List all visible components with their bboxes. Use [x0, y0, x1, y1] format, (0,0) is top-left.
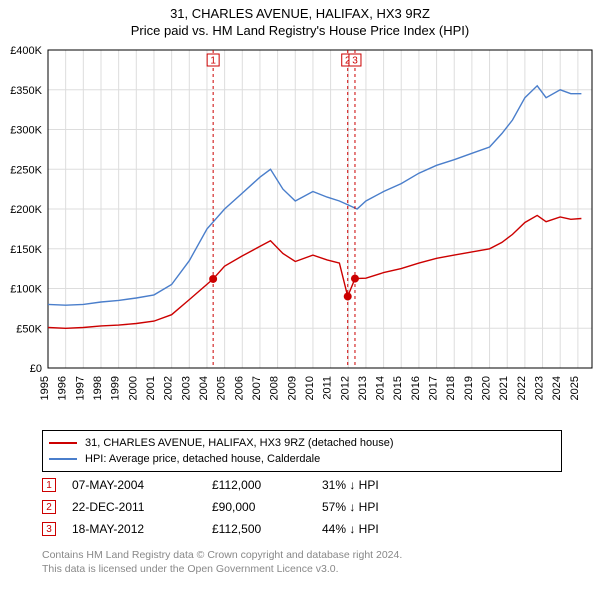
- table-row: 3 18-MAY-2012 £112,500 44% ↓ HPI: [42, 518, 562, 540]
- table-row: 2 22-DEC-2011 £90,000 57% ↓ HPI: [42, 496, 562, 518]
- svg-text:2012: 2012: [339, 376, 351, 400]
- svg-text:1997: 1997: [74, 376, 86, 400]
- svg-text:2024: 2024: [551, 376, 563, 400]
- svg-text:1999: 1999: [110, 376, 122, 400]
- transaction-price: £112,000: [212, 478, 322, 492]
- svg-text:1998: 1998: [92, 376, 104, 400]
- svg-text:2009: 2009: [286, 376, 298, 400]
- legend-swatch: [49, 442, 77, 444]
- transaction-date: 07-MAY-2004: [72, 478, 212, 492]
- legend-swatch: [49, 458, 77, 460]
- svg-text:£350K: £350K: [10, 85, 42, 97]
- footer-line-2: This data is licensed under the Open Gov…: [42, 562, 402, 576]
- footer-line-1: Contains HM Land Registry data © Crown c…: [42, 548, 402, 562]
- line-chart-svg: £0 £50K £100K £150K £200K £250K £300K £350K £400…: [0, 44, 600, 420]
- table-row: 1 07-MAY-2004 £112,000 31% ↓ HPI: [42, 474, 562, 496]
- svg-text:2010: 2010: [304, 376, 316, 400]
- transaction-pct: 31% ↓ HPI: [322, 478, 442, 492]
- svg-text:2017: 2017: [428, 376, 440, 400]
- legend-label: HPI: Average price, detached house, Cald…: [85, 453, 320, 465]
- svg-text:2023: 2023: [534, 376, 546, 400]
- transaction-price: £90,000: [212, 500, 322, 514]
- svg-text:2022: 2022: [516, 376, 528, 400]
- svg-text:£200K: £200K: [10, 204, 42, 216]
- svg-text:£400K: £400K: [10, 45, 42, 57]
- svg-text:2015: 2015: [392, 376, 404, 400]
- svg-text:£100K: £100K: [10, 284, 42, 296]
- svg-text:£50K: £50K: [16, 323, 42, 335]
- svg-text:2016: 2016: [410, 376, 422, 400]
- svg-text:2005: 2005: [216, 376, 228, 400]
- svg-text:2018: 2018: [445, 376, 457, 400]
- svg-text:2004: 2004: [198, 376, 210, 400]
- title-line-1: 31, CHARLES AVENUE, HALIFAX, HX3 9RZ: [0, 6, 600, 21]
- svg-text:2003: 2003: [180, 376, 192, 400]
- transaction-marker-icon: 2: [42, 500, 56, 514]
- legend-item: HPI: Average price, detached house, Cald…: [49, 451, 555, 467]
- svg-text:2006: 2006: [233, 376, 245, 400]
- svg-text:£150K: £150K: [10, 244, 42, 256]
- svg-text:2007: 2007: [251, 376, 263, 400]
- footer-attribution: Contains HM Land Registry data © Crown c…: [42, 548, 402, 576]
- transaction-pct: 44% ↓ HPI: [322, 522, 442, 536]
- svg-text:2002: 2002: [163, 376, 175, 400]
- svg-text:3: 3: [352, 56, 358, 67]
- svg-text:£0: £0: [30, 363, 42, 375]
- svg-text:2014: 2014: [375, 376, 387, 400]
- svg-text:2025: 2025: [569, 376, 581, 400]
- legend-item: 31, CHARLES AVENUE, HALIFAX, HX3 9RZ (de…: [49, 435, 555, 451]
- chart-title-block: 31, CHARLES AVENUE, HALIFAX, HX3 9RZ Pri…: [0, 0, 600, 38]
- transaction-table: 1 07-MAY-2004 £112,000 31% ↓ HPI 2 22-DE…: [42, 474, 562, 540]
- svg-text:1996: 1996: [57, 376, 69, 400]
- svg-text:2013: 2013: [357, 376, 369, 400]
- svg-text:2000: 2000: [127, 376, 139, 400]
- transaction-marker-icon: 3: [42, 522, 56, 536]
- chart-legend: 31, CHARLES AVENUE, HALIFAX, HX3 9RZ (de…: [42, 430, 562, 472]
- transaction-date: 18-MAY-2012: [72, 522, 212, 536]
- transaction-marker-icon: 1: [42, 478, 56, 492]
- svg-text:2008: 2008: [269, 376, 281, 400]
- transaction-price: £112,500: [212, 522, 322, 536]
- svg-text:2011: 2011: [322, 376, 334, 400]
- legend-label: 31, CHARLES AVENUE, HALIFAX, HX3 9RZ (de…: [85, 437, 394, 449]
- svg-text:£300K: £300K: [10, 125, 42, 137]
- svg-text:2019: 2019: [463, 376, 475, 400]
- title-line-2: Price paid vs. HM Land Registry's House …: [0, 23, 600, 38]
- svg-text:1995: 1995: [39, 376, 51, 400]
- svg-text:2020: 2020: [481, 376, 493, 400]
- svg-text:2021: 2021: [498, 376, 510, 400]
- svg-text:£250K: £250K: [10, 164, 42, 176]
- svg-text:1: 1: [210, 56, 216, 67]
- transaction-pct: 57% ↓ HPI: [322, 500, 442, 514]
- svg-text:2001: 2001: [145, 376, 157, 400]
- chart-area: £0 £50K £100K £150K £200K £250K £300K £350K £400…: [0, 44, 600, 420]
- transaction-date: 22-DEC-2011: [72, 500, 212, 514]
